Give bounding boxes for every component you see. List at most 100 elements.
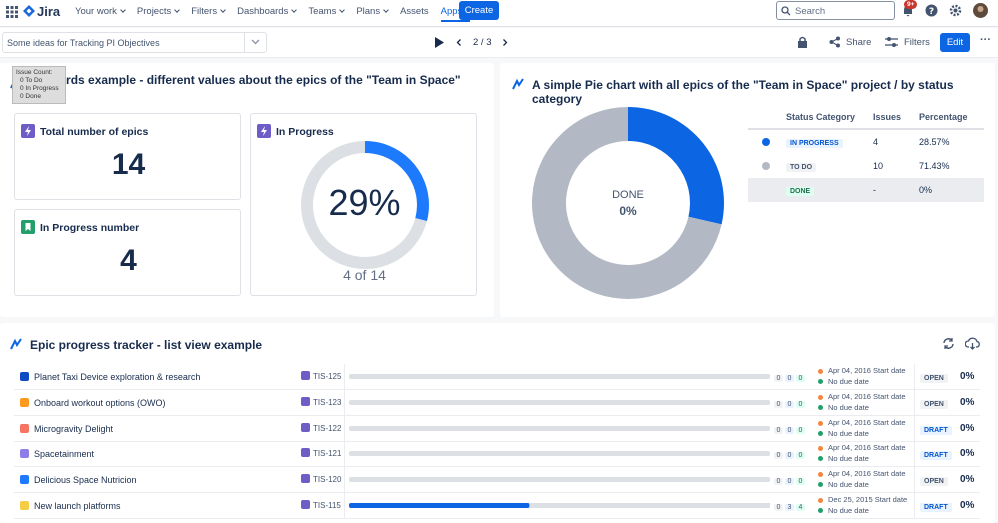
edit-button[interactable]: Edit <box>940 33 970 52</box>
issue-key[interactable]: TIS-121 <box>313 449 342 459</box>
status-table: Status Category Issues Percentage IN PROGR… <box>748 105 984 202</box>
lock-icon[interactable] <box>797 36 808 49</box>
start-dot <box>818 472 823 478</box>
tracker-gadget: Epic progress tracker - list view exampl… <box>0 323 995 523</box>
nav-item[interactable]: Assets <box>400 6 429 17</box>
progress-percent: 0% <box>960 474 975 486</box>
share-icon <box>829 36 840 48</box>
issue-key[interactable]: TIS-120 <box>313 475 342 485</box>
avatar[interactable] <box>973 3 988 18</box>
help-icon[interactable]: ? <box>925 4 938 17</box>
nav-item[interactable]: Teams <box>308 0 344 22</box>
filters-icon <box>885 37 898 47</box>
status-lozenge: OPEN <box>920 477 948 487</box>
table-header[interactable]: Status Category <box>786 111 856 122</box>
progress-ring <box>301 141 429 269</box>
create-button[interactable]: Create <box>459 1 499 20</box>
divider <box>914 493 915 519</box>
epic-name[interactable]: Microgravity Delight <box>34 423 114 434</box>
progress-bar <box>349 374 770 379</box>
due-dot <box>818 508 823 513</box>
count: 0 <box>796 478 805 486</box>
pager: 2 / 3 <box>473 37 492 48</box>
play-button[interactable] <box>434 37 444 48</box>
status-lozenge: OPEN <box>920 399 948 409</box>
status-lozenge: DONE <box>786 187 815 196</box>
nav-item[interactable]: Plans <box>356 0 388 22</box>
start-date: Dec 25, 2015 Start date <box>828 495 908 504</box>
search-box[interactable]: Search <box>776 1 895 20</box>
next-button[interactable] <box>502 39 508 46</box>
count: 4 <box>796 504 805 511</box>
progress-bar <box>349 477 770 483</box>
nav-item[interactable]: Projects <box>137 0 179 22</box>
status-lozenge: OPEN <box>920 374 948 383</box>
settings-icon[interactable] <box>949 4 962 17</box>
table-header[interactable]: Percentage <box>919 111 968 122</box>
count: 0 <box>785 478 794 486</box>
progress-track <box>349 425 770 431</box>
refresh-icon[interactable] <box>942 337 955 350</box>
nav-item[interactable]: Dashboards <box>237 0 296 22</box>
due-date: No due date <box>828 428 869 438</box>
due-date: No due date <box>828 506 869 515</box>
epic-row: Onboard workout options (OWO) TIS-123 0 0… <box>14 389 980 416</box>
issue-key[interactable]: TIS-115 <box>313 501 341 510</box>
share-button[interactable]: Share <box>846 37 872 48</box>
epic-color <box>20 372 29 381</box>
pie-slice <box>628 107 724 225</box>
issue-key[interactable]: TIS-123 <box>313 397 342 407</box>
product-name[interactable]: Jira <box>37 4 61 19</box>
download-icon[interactable] <box>965 337 980 350</box>
count: 0 <box>785 452 794 460</box>
progress-bar <box>349 503 770 508</box>
progress-percent: 0% <box>960 396 975 408</box>
nav-item[interactable]: Apps <box>440 0 471 22</box>
epic-type-icon <box>301 371 310 380</box>
issue-key[interactable]: TIS-122 <box>313 423 342 433</box>
table-row: IN PROGRESS 4 28.57% <box>748 130 984 154</box>
epic-color <box>20 475 29 485</box>
divider <box>344 441 345 468</box>
count: 0 <box>796 400 805 408</box>
svg-text:?: ? <box>929 7 934 17</box>
epic-name[interactable]: New launch platforms <box>34 501 121 511</box>
gadget-title: Epic progress tracker - list view exampl… <box>30 338 263 352</box>
due-date: No due date <box>828 402 869 412</box>
dashboard-select[interactable]: Some ideas for Tracking PI Objectives <box>2 32 267 53</box>
story-icon <box>21 220 35 234</box>
issue-count: 4 <box>873 137 879 147</box>
epic-type-icon <box>301 448 310 458</box>
nav-item[interactable]: Your work <box>75 0 125 22</box>
divider <box>914 467 915 494</box>
gadget-icon <box>512 78 524 90</box>
app-switcher[interactable] <box>6 6 18 18</box>
start-dot <box>818 420 823 426</box>
progress-bar <box>349 425 770 431</box>
search-icon <box>781 6 791 16</box>
table-header[interactable]: Issues <box>873 111 902 122</box>
more-button[interactable]: ··· <box>980 34 991 46</box>
filters-button[interactable]: Filters <box>904 37 930 48</box>
epic-name[interactable]: Spacetainment <box>34 449 95 460</box>
status-lozenge: TO DO <box>786 163 817 172</box>
progress-percent: 0% <box>960 422 975 434</box>
count-card: In Progress number 4 <box>14 209 241 296</box>
count: 0 <box>785 426 794 434</box>
epic-name[interactable]: Planet Taxi Device exploration & researc… <box>34 372 201 382</box>
epic-name[interactable]: Delicious Space Nutricion <box>34 475 137 486</box>
issue-count: 10 <box>873 161 884 171</box>
due-dot <box>818 456 823 462</box>
pie-center-label: DONE <box>612 189 644 201</box>
epic-row: Planet Taxi Device exploration & researc… <box>14 364 980 390</box>
nav-item[interactable]: Filters <box>191 0 225 22</box>
card-value: 14 <box>111 148 146 181</box>
epic-name[interactable]: Onboard workout options (OWO) <box>34 397 166 408</box>
start-date: Apr 04, 2016 Start date <box>828 391 906 401</box>
due-date: No due date <box>828 377 869 386</box>
prev-button[interactable] <box>456 39 462 46</box>
issue-key[interactable]: TIS-125 <box>313 372 342 381</box>
ring-progress <box>301 141 429 269</box>
